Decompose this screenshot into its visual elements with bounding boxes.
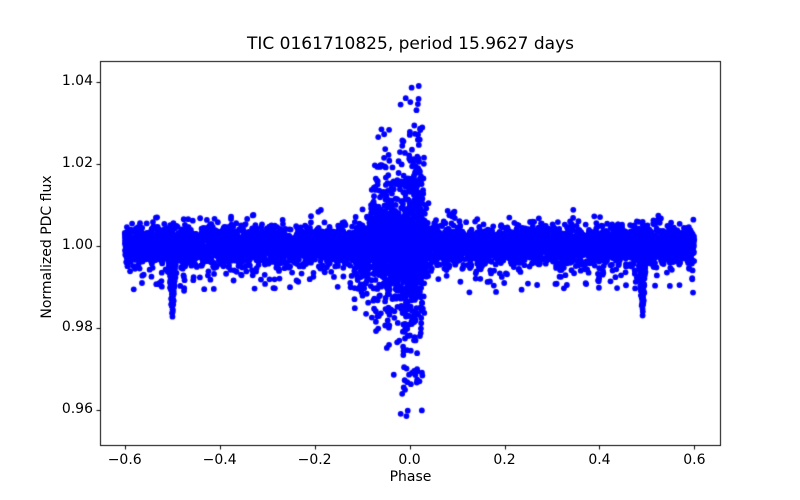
x-tick-label: 0.2 [493,452,516,468]
x-tick-label: −0.2 [297,452,332,468]
x-tick-label: −0.6 [107,452,142,468]
y-tick-label: 0.98 [61,319,93,336]
y-tick-label: 0.96 [61,401,93,418]
y-tick-label: 1.00 [61,237,93,254]
x-tick-label: −0.4 [202,452,237,468]
y-tick-label: 1.02 [61,155,93,172]
x-tick-label: 0.6 [683,452,706,468]
x-tick-label: 0.0 [398,452,421,468]
x-axis-label: Phase [389,469,432,485]
y-tick-label: 1.04 [61,73,93,90]
y-axis-label: Normalized PDC flux [39,175,55,319]
x-tick-label: 0.4 [588,452,611,468]
chart-title: TIC 0161710825, period 15.9627 days [246,34,575,54]
